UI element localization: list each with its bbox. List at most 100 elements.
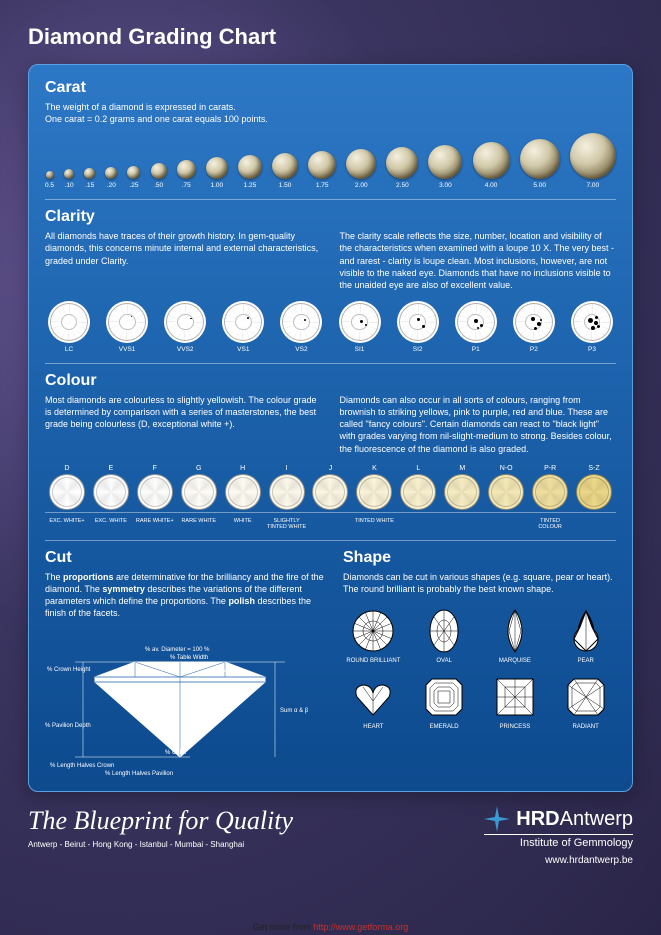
colour-label: RARE WHITE+ xyxy=(136,518,174,530)
svg-text:Sum α & β: Sum α & β xyxy=(280,708,309,714)
cut-text: The proportions are determinative for th… xyxy=(45,571,325,620)
carat-label: 3.00 xyxy=(439,182,452,189)
colour-item: GRARE WHITE xyxy=(177,465,221,530)
carat-label: 1.00 xyxy=(210,182,223,189)
colour-letter: F xyxy=(153,465,157,472)
carat-item: .20 xyxy=(105,167,117,189)
carat-label: 1.75 xyxy=(316,182,329,189)
colour-title: Colour xyxy=(45,372,616,390)
svg-text:% av. Diameter = 100 %: % av. Diameter = 100 % xyxy=(145,647,210,653)
diamond-icon xyxy=(64,169,74,179)
colour-section: Colour Most diamonds are colourless to s… xyxy=(45,372,616,530)
colour-label: TINTED WHITE xyxy=(355,518,394,530)
carat-item: .75 xyxy=(177,160,196,189)
shape-label: OVAL xyxy=(436,658,452,665)
brand: HRDAntwerp Institute of Gemmology www.hr… xyxy=(484,806,633,866)
carat-label: .10 xyxy=(65,182,74,189)
carat-label: .50 xyxy=(154,182,163,189)
diamond-icon xyxy=(238,155,262,179)
diamond-icon xyxy=(532,474,568,510)
carat-label: 2.00 xyxy=(355,182,368,189)
colour-item: J xyxy=(309,465,353,530)
colour-item: P-RTINTED COLOUR xyxy=(528,465,572,530)
diamond-icon xyxy=(49,474,85,510)
diamond-icon xyxy=(206,157,228,179)
carat-section: Carat The weight of a diamond is express… xyxy=(45,79,616,189)
shape-text: Diamonds can be cut in various shapes (e… xyxy=(343,571,616,595)
diamond-icon xyxy=(308,151,336,179)
shape-item: EMERALD xyxy=(414,673,475,731)
diamond-icon xyxy=(397,301,439,343)
shape-icon xyxy=(349,673,397,721)
clarity-label: VS1 xyxy=(237,346,249,353)
diamond-icon xyxy=(356,474,392,510)
clarity-label: SI2 xyxy=(413,346,423,353)
clarity-item: VVS1 xyxy=(103,301,151,353)
clarity-label: VVS2 xyxy=(177,346,194,353)
shape-title: Shape xyxy=(343,549,616,567)
diamond-icon xyxy=(576,474,612,510)
colour-item: HWHITE xyxy=(221,465,265,530)
carat-item: 7.00 xyxy=(570,133,616,189)
source-footer: Get more from http://www.getforma.org xyxy=(0,922,661,932)
carat-item: .25 xyxy=(127,166,140,189)
svg-text:% Length Halves Pavilion: % Length Halves Pavilion xyxy=(105,771,173,777)
clarity-section: Clarity All diamonds have traces of thei… xyxy=(45,208,616,353)
clarity-label: LC xyxy=(65,346,73,353)
colour-letter: H xyxy=(240,465,245,472)
cut-title: Cut xyxy=(45,549,325,567)
clarity-item: LC xyxy=(45,301,93,353)
clarity-item: VS2 xyxy=(277,301,325,353)
diamond-icon xyxy=(106,301,148,343)
cut-diagram: % av. Diameter = 100 % % Table Width % C… xyxy=(45,627,325,777)
tagline: The Blueprint for Quality xyxy=(28,806,293,836)
clarity-title: Clarity xyxy=(45,208,616,226)
shape-item: MARQUISE xyxy=(485,607,546,665)
carat-item: 1.75 xyxy=(308,151,336,189)
diamond-icon xyxy=(181,474,217,510)
shape-item: HEART xyxy=(343,673,404,731)
clarity-item: SI1 xyxy=(336,301,384,353)
svg-text:Crown Angle: Crown Angle xyxy=(205,669,240,675)
svg-text:% Crown Height: % Crown Height xyxy=(47,667,91,673)
diamond-icon xyxy=(225,474,261,510)
carat-label: 1.25 xyxy=(244,182,257,189)
clarity-label: P1 xyxy=(472,346,480,353)
diamond-icon xyxy=(280,301,322,343)
carat-label: .75 xyxy=(182,182,191,189)
clarity-text-right: The clarity scale reflects the size, num… xyxy=(340,230,617,291)
colour-letter: J xyxy=(329,465,333,472)
shape-label: MARQUISE xyxy=(499,658,531,665)
carat-text: The weight of a diamond is expressed in … xyxy=(45,101,616,125)
diamond-icon xyxy=(48,301,90,343)
diamond-icon xyxy=(46,171,54,179)
colour-letter: L xyxy=(416,465,420,472)
clarity-label: P2 xyxy=(530,346,538,353)
diamond-icon xyxy=(312,474,348,510)
colour-letter: S-Z xyxy=(588,465,599,472)
source-link[interactable]: http://www.getforma.org xyxy=(313,922,408,932)
clarity-label: VS2 xyxy=(295,346,307,353)
diamond-icon xyxy=(339,301,381,343)
clarity-item: VS1 xyxy=(219,301,267,353)
shape-item: OVAL xyxy=(414,607,475,665)
cut-section: Cut The proportions are determinative fo… xyxy=(45,549,325,778)
colour-letter: M xyxy=(459,465,465,472)
carat-item: 4.00 xyxy=(473,142,510,189)
carat-item: .10 xyxy=(64,169,74,189)
shape-label: HEART xyxy=(363,724,383,731)
carat-label: 5.00 xyxy=(533,182,546,189)
grading-card: Carat The weight of a diamond is express… xyxy=(28,64,633,792)
shape-icon xyxy=(491,673,539,721)
carat-label: 1.50 xyxy=(279,182,292,189)
shape-item: PRINCESS xyxy=(485,673,546,731)
colour-item: S-Z xyxy=(572,465,616,530)
colour-letter: P-R xyxy=(544,465,556,472)
clarity-item: P1 xyxy=(452,301,500,353)
shape-label: ROUND BRILLIANT xyxy=(346,658,400,665)
carat-item: .15 xyxy=(84,168,95,189)
carat-item: 5.00 xyxy=(520,139,560,189)
diamond-icon xyxy=(346,149,376,179)
diamond-icon xyxy=(520,139,560,179)
shape-label: PEAR xyxy=(577,658,593,665)
